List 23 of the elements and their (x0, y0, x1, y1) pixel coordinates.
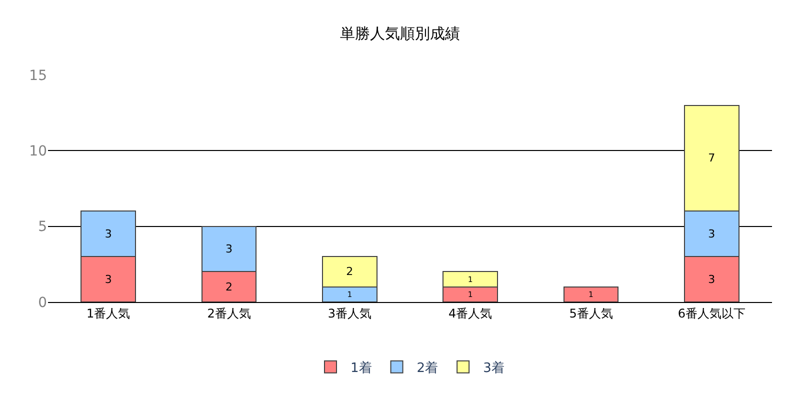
chart-title: 単勝人気順別成績 (340, 24, 460, 43)
data-label: 3 (104, 272, 112, 286)
data-label: 7 (708, 152, 716, 165)
data-label: 2 (226, 280, 232, 294)
data-label: 2 (346, 265, 354, 278)
y-tick-label: 15 (29, 68, 47, 84)
x-tick-label: 2番人気 (207, 306, 251, 320)
x-tick-label: 3番人気 (328, 306, 372, 320)
x-tick-label: 5番人気 (569, 306, 613, 320)
x-tick-label: 1番人気 (86, 306, 130, 320)
x-tick-label: 4番人気 (448, 306, 492, 320)
y-tick-label: 0 (38, 294, 47, 311)
legend-label: 3着 (483, 360, 504, 376)
y-tick-label: 10 (29, 144, 47, 160)
data-label: 3 (708, 227, 716, 240)
legend-label: 1着 (350, 360, 372, 376)
data-label: 3 (708, 272, 716, 286)
data-label: 3 (104, 227, 112, 240)
y-tick-label: 5 (38, 219, 47, 236)
x-tick-label: 6番人気以下 (678, 306, 746, 320)
data-label: 3 (226, 242, 232, 256)
legend-label: 2着 (416, 360, 438, 376)
bar (563, 286, 619, 302)
